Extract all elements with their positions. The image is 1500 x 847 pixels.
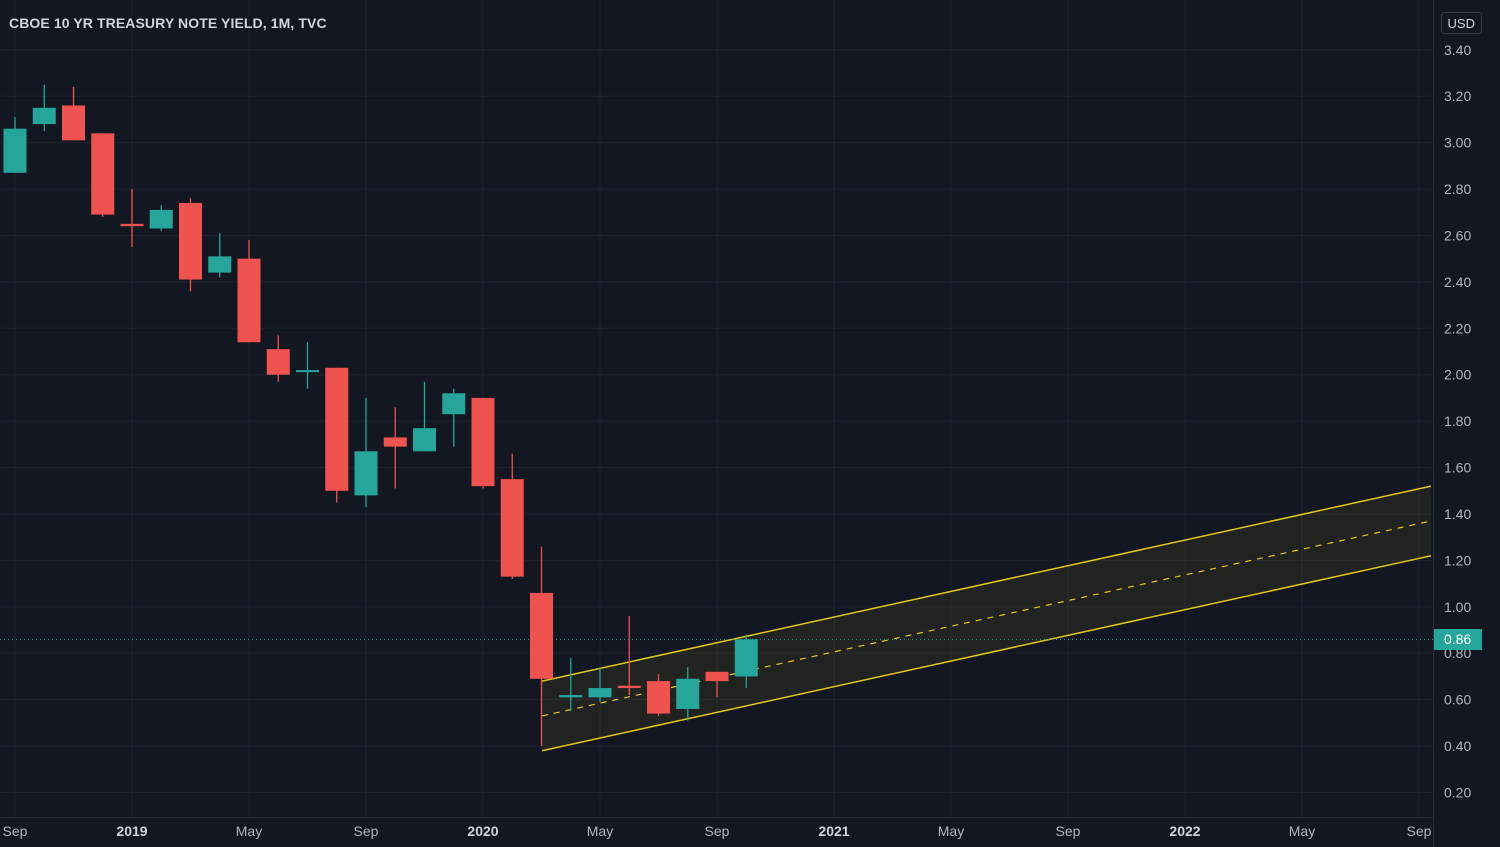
candle-body <box>120 223 144 227</box>
y-tick-label: 2.80 <box>1444 181 1471 197</box>
candle <box>647 674 670 716</box>
candle <box>208 233 232 278</box>
y-tick-label: 1.00 <box>1444 599 1471 615</box>
candle-body <box>266 349 290 375</box>
candle-body <box>354 451 378 496</box>
candle <box>617 616 641 696</box>
y-tick-label: 1.40 <box>1444 506 1471 522</box>
candle <box>325 367 349 503</box>
x-tick-label: Sep <box>1407 823 1432 839</box>
candle <box>266 335 290 382</box>
last-price-label: 0.86 <box>1434 628 1482 650</box>
candle <box>471 397 495 489</box>
candle-body <box>588 688 612 698</box>
candle-body <box>208 256 232 273</box>
candle-body <box>62 105 85 141</box>
candle-body <box>471 397 495 487</box>
candle-body <box>705 671 729 682</box>
x-tick-label: 2022 <box>1169 823 1200 839</box>
y-tick-label: 2.20 <box>1444 320 1471 336</box>
channel-lower-line <box>541 555 1432 752</box>
candle-body <box>559 695 583 698</box>
candle <box>383 407 407 489</box>
candle <box>149 205 173 231</box>
x-tick-label: Sep <box>705 823 730 839</box>
candle <box>705 671 729 698</box>
y-tick-label: 0.20 <box>1444 785 1471 801</box>
candle <box>530 546 553 747</box>
currency-button[interactable]: USD <box>1440 12 1482 34</box>
candle <box>62 86 85 141</box>
y-tick-label: 2.40 <box>1444 274 1471 290</box>
candle <box>500 453 524 579</box>
candle <box>3 117 27 173</box>
x-tick-label: Sep <box>3 823 28 839</box>
y-tick-label: 0.40 <box>1444 738 1471 754</box>
y-tick-label: 1.20 <box>1444 552 1471 568</box>
y-tick-label: 1.80 <box>1444 413 1471 429</box>
candle <box>296 342 319 389</box>
candle <box>32 84 56 132</box>
candle-body <box>442 393 466 415</box>
candle-body <box>647 681 670 714</box>
x-tick-label: 2020 <box>467 823 498 839</box>
candle-body <box>325 367 349 491</box>
candle <box>676 667 700 721</box>
x-tick-label: 2019 <box>116 823 147 839</box>
x-tick-label: May <box>236 823 262 839</box>
candle-body <box>530 592 553 679</box>
candles <box>3 84 758 747</box>
y-tick-label: 3.20 <box>1444 88 1471 104</box>
x-tick-label: Sep <box>354 823 379 839</box>
candle <box>179 198 202 292</box>
candle-body <box>237 258 261 343</box>
y-tick-label: 3.00 <box>1444 135 1471 151</box>
candle-body <box>91 133 115 215</box>
candle-body <box>179 202 202 280</box>
candle <box>354 397 378 508</box>
candle <box>442 388 466 447</box>
y-tick-label: 0.60 <box>1444 692 1471 708</box>
chart-title: CBOE 10 YR TREASURY NOTE YIELD, 1M, TVC <box>9 15 327 31</box>
channel-fill <box>542 486 1431 751</box>
channel-median-line <box>541 520 1432 717</box>
y-tick-label: 3.40 <box>1444 42 1471 58</box>
candle-body <box>500 479 524 577</box>
x-tick-label: May <box>587 823 613 839</box>
candle-body <box>296 370 319 373</box>
candle-body <box>32 107 56 125</box>
candle <box>588 667 612 702</box>
x-tick-label: May <box>938 823 964 839</box>
candle <box>734 634 758 689</box>
candle-body <box>3 128 27 173</box>
y-tick-label: 2.00 <box>1444 367 1471 383</box>
x-tick-label: 2021 <box>818 823 849 839</box>
candle-body <box>413 428 436 452</box>
candle <box>413 381 436 452</box>
candle-body <box>734 639 758 677</box>
x-tick-label: May <box>1289 823 1315 839</box>
candle <box>91 133 115 217</box>
candle <box>559 657 583 712</box>
y-tick-label: 2.60 <box>1444 227 1471 243</box>
candle-body <box>617 685 641 689</box>
channel-upper-line <box>541 485 1432 682</box>
candle-body <box>383 437 407 447</box>
candle <box>120 189 144 248</box>
candle-body <box>149 209 173 229</box>
candle-body <box>676 678 700 709</box>
candle <box>237 240 261 343</box>
x-tick-label: Sep <box>1056 823 1081 839</box>
y-tick-label: 1.60 <box>1444 460 1471 476</box>
